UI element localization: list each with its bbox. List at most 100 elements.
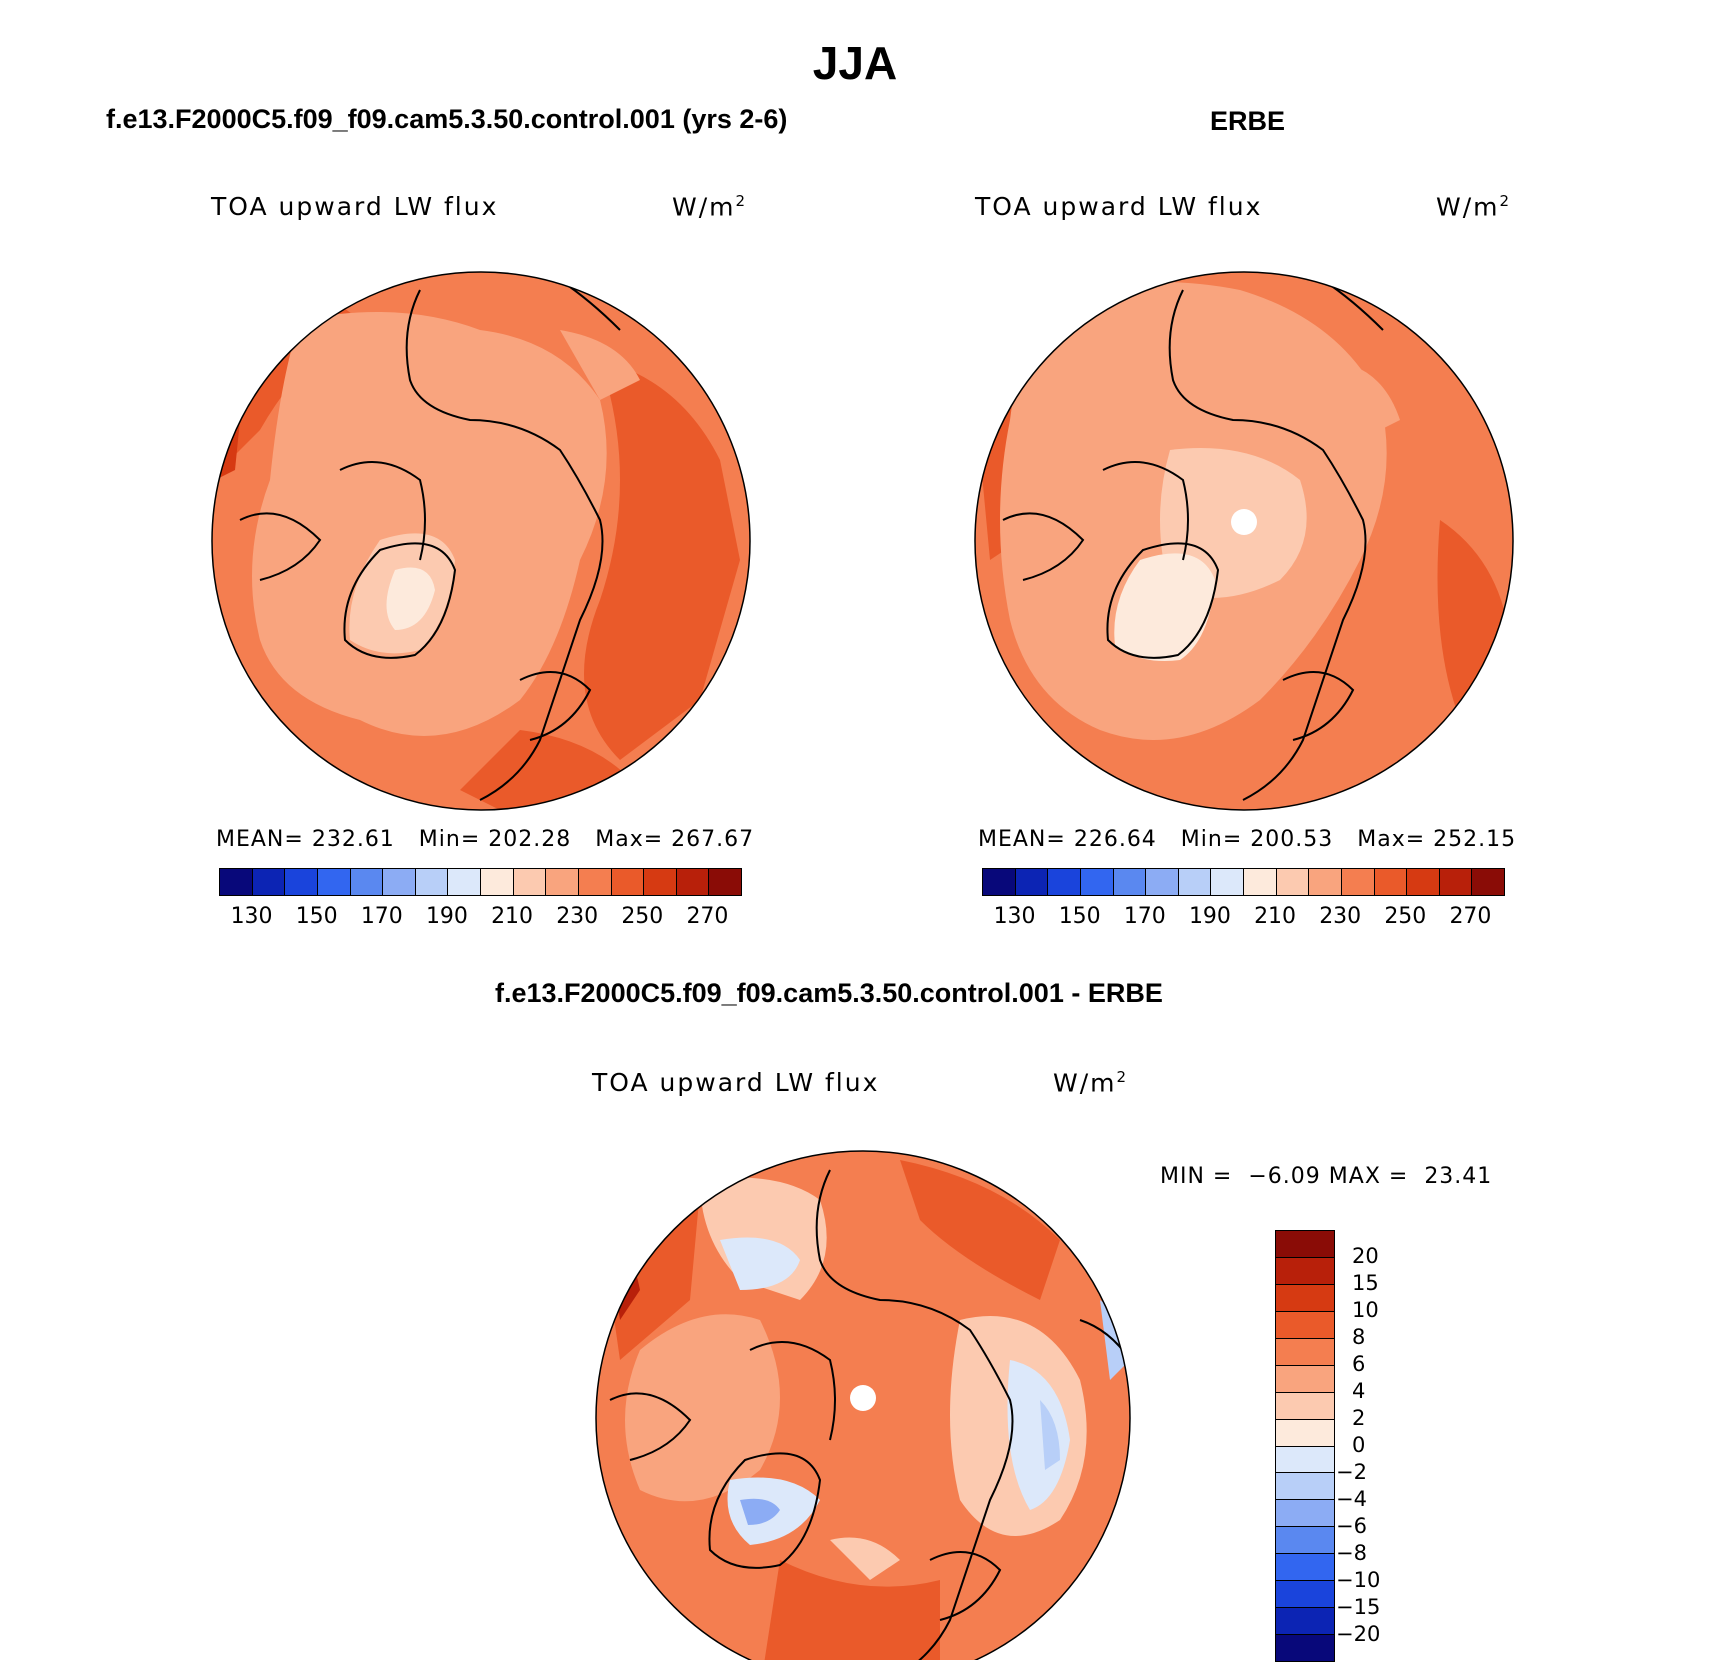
diff-colorbar-label: −10: [1336, 1568, 1381, 1592]
diff-colorbar-swatch: [1276, 1311, 1334, 1339]
model-colorbar-swatch: [252, 869, 286, 895]
model-colorbar-swatch: [220, 869, 253, 895]
diff-colorbar-swatch: [1276, 1419, 1334, 1447]
figure-title: JJA: [812, 37, 898, 89]
obs-units-label: W/m2: [1436, 192, 1512, 222]
diff-colorbar-swatch: [1276, 1446, 1334, 1474]
model-colorbar-tick: 210: [491, 904, 534, 929]
diff-colorbar-labels: 20 15 10 8 6 4 2 0 −2 −4 −6 −8 −10 −15 −20: [1336, 1230, 1420, 1662]
obs-colorbar-swatch: [983, 869, 1016, 895]
model-colorbar-tick: 270: [686, 904, 729, 929]
diff-colorbar-swatch: [1276, 1473, 1334, 1501]
obs-colorbar-ticks: 130 150 170 190 210 230 250 270: [982, 904, 1503, 934]
obs-colorbar-swatch: [1309, 869, 1342, 895]
obs-colorbar-swatch: [1341, 869, 1375, 895]
model-colorbar-swatch: [546, 869, 579, 895]
model-colorbar-tick: 150: [295, 904, 338, 929]
model-colorbar-tick: 250: [621, 904, 664, 929]
model-colorbar-swatch: [578, 869, 612, 895]
diff-colorbar-label: −15: [1336, 1595, 1381, 1619]
obs-colorbar-swatch: [1211, 869, 1244, 895]
diff-colorbar-swatch: [1276, 1392, 1334, 1420]
diff-colorbar-swatch: [1276, 1581, 1334, 1609]
diff-colorbar-swatch: [1276, 1635, 1334, 1661]
diff-colorbar-label: −2: [1336, 1460, 1367, 1484]
obs-polar-hole: [1231, 509, 1257, 535]
obs-colorbar-swatch: [1048, 869, 1081, 895]
obs-case-title: ERBE: [1210, 106, 1286, 136]
model-colorbar-swatch: [676, 869, 710, 895]
diff-colorbar-swatch: [1276, 1527, 1334, 1555]
diff-colorbar-label: 8: [1352, 1325, 1366, 1349]
diff-colorbar-label: 20: [1352, 1244, 1379, 1268]
diff-colorbar-swatch: [1276, 1231, 1334, 1258]
model-colorbar-swatch: [448, 869, 481, 895]
obs-colorbar-swatch: [1276, 869, 1310, 895]
diff-colorbar: [1275, 1230, 1335, 1662]
model-colorbar-tick: 170: [360, 904, 403, 929]
model-colorbar-swatch: [709, 869, 741, 895]
obs-colorbar-swatch: [1178, 869, 1212, 895]
diff-colorbar-swatch: [1276, 1284, 1334, 1312]
diff-colorbar-label: 6: [1352, 1352, 1366, 1376]
obs-colorbar-swatch: [1244, 869, 1277, 895]
model-colorbar-swatch: [513, 869, 547, 895]
diff-colorbar-label: −4: [1336, 1487, 1367, 1511]
model-colorbar-swatch: [350, 869, 384, 895]
model-colorbar-tick: 130: [230, 904, 273, 929]
model-stats: MEAN= 232.61 Min= 202.28 Max= 267.67: [216, 827, 755, 852]
diff-colorbar-swatch: [1276, 1338, 1334, 1366]
diff-case-title: f.e13.F2000C5.f09_f09.cam5.3.50.control.…: [495, 978, 1163, 1008]
diff-colorbar-swatch: [1276, 1554, 1334, 1582]
obs-colorbar-tick: 230: [1319, 904, 1362, 929]
obs-colorbar-tick: 190: [1188, 904, 1231, 929]
obs-colorbar-tick: 130: [993, 904, 1036, 929]
model-colorbar-swatch: [317, 869, 351, 895]
obs-colorbar-tick: 250: [1384, 904, 1427, 929]
model-colorbar-tick: 230: [556, 904, 599, 929]
obs-colorbar-tick: 170: [1123, 904, 1166, 929]
obs-colorbar-swatch: [1472, 869, 1504, 895]
obs-colorbar-swatch: [1080, 869, 1114, 895]
diff-colorbar-label: 10: [1352, 1298, 1379, 1322]
model-colorbar: [219, 868, 742, 896]
model-case-title: f.e13.F2000C5.f09_f09.cam5.3.50.control.…: [106, 104, 788, 134]
obs-stats: MEAN= 226.64 Min= 200.53 Max= 252.15: [978, 827, 1517, 852]
diff-units-label: W/m2: [1053, 1068, 1129, 1098]
model-colorbar-swatch: [415, 869, 449, 895]
obs-colorbar-swatch: [1439, 869, 1473, 895]
diff-colorbar-label: 15: [1352, 1271, 1379, 1295]
model-colorbar-swatch: [644, 869, 677, 895]
diff-colorbar-swatch: [1276, 1608, 1334, 1636]
model-colorbar-swatch: [481, 869, 514, 895]
obs-colorbar-swatch: [1146, 869, 1179, 895]
diff-colorbar-label: 0: [1352, 1433, 1366, 1457]
model-colorbar-ticks: 130 150 170 190 210 230 250 270: [219, 904, 740, 934]
obs-colorbar-swatch: [1374, 869, 1408, 895]
diff-colorbar-label: 2: [1352, 1406, 1366, 1430]
diff-colorbar-swatch: [1276, 1257, 1334, 1285]
diff-coastlines: [609, 1169, 1130, 1660]
obs-colorbar-tick: 270: [1449, 904, 1492, 929]
obs-colorbar-swatch: [1113, 869, 1147, 895]
diff-variable-label: TOA upward LW flux: [592, 1068, 880, 1097]
diff-stats: MIN = −6.09 MAX = 23.41: [1160, 1164, 1493, 1189]
model-colorbar-swatch: [383, 869, 416, 895]
obs-colorbar: [982, 868, 1505, 896]
model-units-label: W/m2: [672, 192, 748, 222]
model-field-polar: [252, 312, 607, 736]
obs-variable-label: TOA upward LW flux: [975, 192, 1263, 221]
model-colorbar-swatch: [611, 869, 645, 895]
obs-colorbar-tick: 150: [1058, 904, 1101, 929]
diff-colorbar-label: −8: [1336, 1541, 1367, 1565]
model-variable-label: TOA upward LW flux: [211, 192, 499, 221]
diff-colorbar-swatch: [1276, 1500, 1334, 1528]
model-colorbar-swatch: [285, 869, 318, 895]
obs-colorbar-swatch: [1407, 869, 1440, 895]
diff-polar-hole: [850, 1385, 876, 1411]
diff-colorbar-label: −6: [1336, 1514, 1367, 1538]
model-colorbar-tick: 190: [425, 904, 468, 929]
model-coastlines: [239, 279, 621, 801]
diff-colorbar-label: 4: [1352, 1379, 1366, 1403]
